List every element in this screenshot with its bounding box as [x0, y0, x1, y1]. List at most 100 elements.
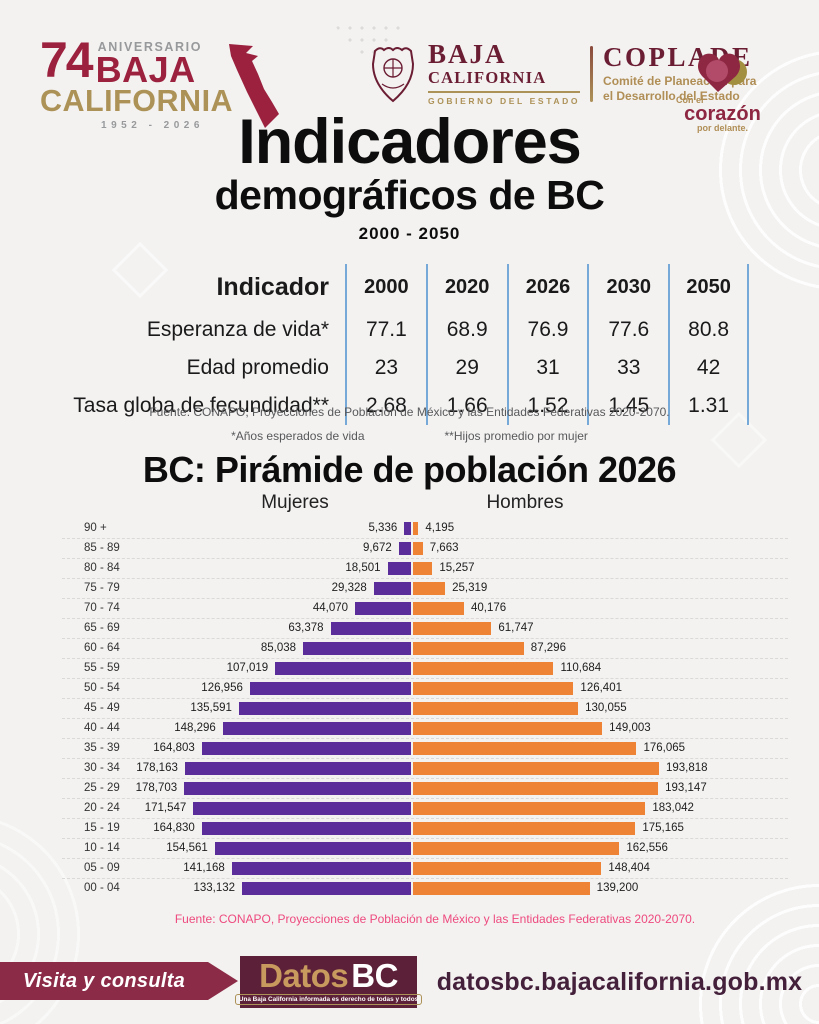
title-sub: demográficos de BC	[214, 172, 605, 219]
table-value-cell: 1.52	[506, 387, 588, 425]
pyramid-row: 50 - 54 126,956 126,401	[0, 678, 819, 699]
mujeres-value-label: 154,561	[166, 842, 208, 854]
table-row-label: Tasa globa de fecundidad**	[73, 394, 329, 417]
gov-name-line2: CALIFORNIA	[428, 67, 547, 87]
age-group-label: 50 - 54	[84, 682, 120, 694]
pyramid-row: 05 - 09 141,168 148,404	[0, 858, 819, 879]
pyramid-row: 00 - 04 133,132 139,200	[0, 878, 819, 898]
mujeres-value-label: 135,591	[190, 702, 232, 714]
age-group-label: 00 - 04	[84, 882, 120, 894]
mujeres-value-label: 5,336	[368, 522, 398, 534]
hombres-value-label: 110,684	[560, 662, 602, 674]
hombres-bar	[413, 561, 433, 575]
hombres-bar	[413, 721, 603, 735]
table-row-label: Edad promedio	[186, 356, 329, 379]
gov-subtitle: GOBIERNO DEL ESTADO	[428, 95, 581, 106]
table-value-cell: 77.6	[587, 311, 668, 349]
mujeres-value-label: 171,547	[144, 802, 187, 814]
mujeres-value-label: 178,703	[135, 782, 178, 794]
mujeres-bar	[214, 841, 411, 855]
table-header-cell: 2030	[587, 264, 668, 311]
hombres-bar	[413, 761, 659, 775]
hombres-value-label: 15,257	[439, 562, 475, 574]
site-url-link[interactable]: datosbc.bajacalifornia.gob.mx	[436, 967, 803, 996]
mujeres-bar	[201, 741, 411, 755]
hombres-bar	[413, 801, 646, 815]
indicators-table: Indicador 2000 2020 2026 2030 2050 Esperanza d…	[57, 264, 749, 425]
hombres-bar	[413, 741, 637, 755]
pyramid-row: 25 - 29 178,703 193,147	[0, 778, 819, 799]
hombres-bar	[413, 581, 446, 595]
title-main: Indicadores	[238, 107, 582, 177]
hombres-value-label: 193,818	[666, 762, 708, 774]
pyramid-row: 90 + 5,336 4,195	[0, 518, 819, 539]
mujeres-value-label: 126,956	[201, 682, 243, 694]
mujeres-bar	[222, 721, 411, 735]
mujeres-value-label: 178,163	[136, 762, 178, 774]
age-group-label: 55 - 59	[84, 662, 120, 674]
table-header-cell: 2050	[668, 264, 749, 311]
corazon-top-text: Con el	[676, 95, 704, 105]
table-value-cell: 77.1	[345, 311, 426, 349]
hombres-value-label: 4,195	[425, 522, 455, 534]
page-title: Indicadores demográficos de BC 2000 - 20…	[0, 110, 819, 244]
hombres-value-label: 7,663	[429, 542, 459, 554]
table-notes: *Años esperados de vida **Hijos promedio…	[0, 429, 819, 443]
age-group-label: 80 - 84	[84, 562, 120, 574]
legend-mujeres: Mujeres	[261, 492, 329, 513]
age-group-label: 75 - 79	[84, 582, 120, 594]
mujeres-bar	[303, 641, 411, 655]
pyramid-row: 65 - 69 63,378 61,747	[0, 618, 819, 639]
pyramid-row: 75 - 79 29,328 25,319	[0, 578, 819, 599]
table-value-cell: 80.8	[668, 311, 749, 349]
age-group-label: 70 - 74	[84, 602, 120, 614]
mujeres-value-label: 107,019	[226, 662, 269, 674]
age-group-label: 05 - 09	[84, 862, 120, 874]
mujeres-value-label: 148,296	[174, 722, 216, 734]
age-group-label: 10 - 14	[84, 842, 120, 854]
pyramid-source: Fuente: CONAPO, Proyecciones de Població…	[174, 912, 696, 926]
anniversary-word: ANIVERSARIO	[97, 40, 203, 54]
hombres-value-label: 87,296	[530, 642, 566, 654]
mujeres-bar	[275, 661, 411, 675]
mujeres-bar	[184, 781, 411, 795]
mujeres-value-label: 85,038	[260, 642, 297, 654]
mujeres-bar	[201, 821, 411, 835]
mujeres-bar	[242, 881, 411, 895]
anniversary-number: 74	[40, 32, 94, 88]
age-group-label: 25 - 29	[84, 782, 120, 794]
table-value-cell: 1.66	[425, 387, 507, 425]
mujeres-value-label: 18,501	[345, 562, 381, 574]
hombres-value-label: 183,042	[652, 802, 694, 814]
hombres-bar	[413, 781, 659, 795]
hombres-value-label: 40,176	[470, 602, 507, 614]
datos-tagline: Una Baja California informada es derecho…	[234, 994, 423, 1005]
table-value-cell: 23	[345, 349, 426, 387]
hombres-value-label: 130,055	[585, 702, 627, 714]
hombres-value-label: 193,147	[665, 782, 707, 794]
baja-peninsula-icon	[229, 44, 279, 128]
table-value-cell: 33	[587, 349, 668, 387]
age-group-label: 60 - 64	[84, 642, 120, 654]
hombres-value-label: 25,319	[452, 582, 488, 594]
mujeres-bar	[387, 561, 411, 575]
age-group-label: 90 +	[84, 522, 107, 534]
age-group-label: 15 - 19	[84, 822, 120, 834]
age-group-label: 40 - 44	[84, 722, 120, 734]
table-value-cell: 2.68	[345, 387, 426, 425]
age-group-label: 35 - 39	[84, 742, 120, 754]
table-source: Fuente: CONAPO, Proyecciones de Població…	[149, 405, 670, 419]
age-group-label: 65 - 69	[84, 622, 120, 634]
pyramid-row: 15 - 19 164,830 175,165	[0, 818, 819, 839]
table-header-cell: 2020	[425, 264, 507, 311]
table-value-cell: 1.45	[587, 387, 668, 425]
hombres-value-label: 126,401	[580, 682, 622, 694]
mujeres-value-label: 9,672	[362, 542, 392, 554]
pyramid-row: 20 - 24 171,547 183,042	[0, 798, 819, 819]
hombres-value-label: 61,747	[498, 622, 534, 634]
table-value-cell: 76.9	[506, 311, 588, 349]
mujeres-bar	[373, 581, 411, 595]
hombres-bar	[413, 621, 492, 635]
hombres-value-label: 175,165	[642, 822, 684, 834]
